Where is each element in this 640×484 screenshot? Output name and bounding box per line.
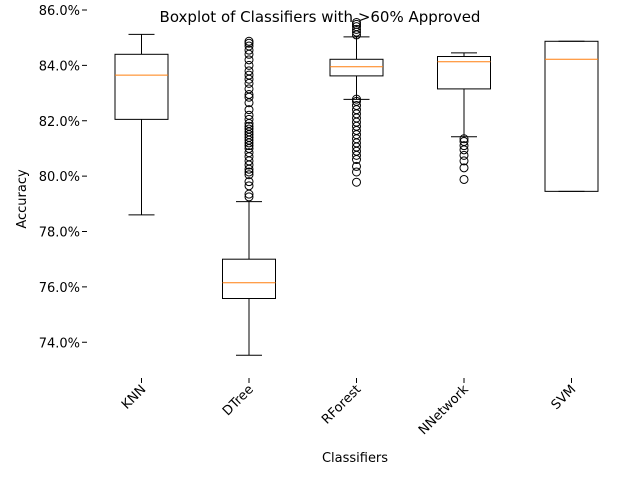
outlier-point xyxy=(244,60,254,70)
outlier-point xyxy=(244,55,254,65)
outlier-point xyxy=(352,94,361,104)
outlier-point xyxy=(244,148,254,158)
box-body xyxy=(114,53,169,120)
y-tick-label: 78.0% xyxy=(39,226,80,241)
x-tick-label: NNetwork xyxy=(416,382,472,438)
outlier-point xyxy=(244,181,254,191)
outlier-point xyxy=(352,22,361,32)
y-tick-label: 86.0% xyxy=(39,4,80,19)
box-nnetwork xyxy=(437,52,491,184)
x-tick-label: SVM xyxy=(549,382,580,413)
outlier-point xyxy=(352,17,361,27)
outlier-point xyxy=(459,150,469,160)
outlier-point xyxy=(459,141,469,151)
outlier-point xyxy=(352,24,361,34)
y-tick-label: 82.0% xyxy=(39,115,80,130)
outlier-point xyxy=(459,137,469,147)
outlier-point xyxy=(352,177,361,187)
outlier-point xyxy=(244,84,254,94)
box-svm xyxy=(544,40,599,192)
y-axis-title: Accuracy xyxy=(15,169,30,229)
outlier-point xyxy=(459,156,469,166)
y-tick-label: 84.0% xyxy=(39,59,80,74)
outlier-point xyxy=(244,124,254,134)
box-body xyxy=(544,40,599,192)
x-axis: KNN DTree RForest NNetwork SVM xyxy=(119,378,579,438)
boxes-layer xyxy=(114,17,599,356)
box-rforest xyxy=(329,17,384,187)
outlier-point xyxy=(352,101,361,111)
outlier-point xyxy=(244,110,254,120)
x-tick-label: KNN xyxy=(119,382,149,412)
outlier-point xyxy=(459,163,469,173)
outlier-point xyxy=(244,177,254,187)
x-tick-label: DTree xyxy=(220,382,257,419)
outlier-point xyxy=(459,134,469,144)
outlier-point xyxy=(244,45,254,55)
outlier-point xyxy=(244,121,254,131)
outlier-point xyxy=(244,66,254,76)
outlier-point xyxy=(244,114,254,124)
outlier-point xyxy=(244,105,254,115)
outlier-point xyxy=(244,41,254,51)
chart-title: Boxplot of Classifiers with >60% Approve… xyxy=(160,8,481,26)
box-body xyxy=(437,56,491,90)
y-tick-label: 74.0% xyxy=(39,336,80,351)
outlier-point xyxy=(352,161,361,171)
outlier-point xyxy=(244,70,254,80)
outlier-point xyxy=(459,174,469,184)
x-tick-label: RForest xyxy=(319,382,364,427)
box-dtree xyxy=(222,36,276,356)
outlier-point xyxy=(244,36,254,46)
box-knn xyxy=(114,33,169,216)
outlier-point xyxy=(352,167,361,177)
outlier-point xyxy=(244,192,254,202)
y-tick-label: 76.0% xyxy=(39,281,80,296)
y-tick-label: 80.0% xyxy=(39,170,80,185)
x-axis-title: Classifiers xyxy=(322,451,388,466)
box-body xyxy=(329,58,384,77)
outlier-point xyxy=(352,96,361,106)
box-body xyxy=(222,258,276,300)
outlier-point xyxy=(244,170,254,180)
outlier-point xyxy=(244,89,254,99)
y-axis: 74.0% 76.0% 78.0% 80.0% 82.0% 84.0% 86.0% xyxy=(39,4,87,351)
outlier-point xyxy=(244,167,254,177)
